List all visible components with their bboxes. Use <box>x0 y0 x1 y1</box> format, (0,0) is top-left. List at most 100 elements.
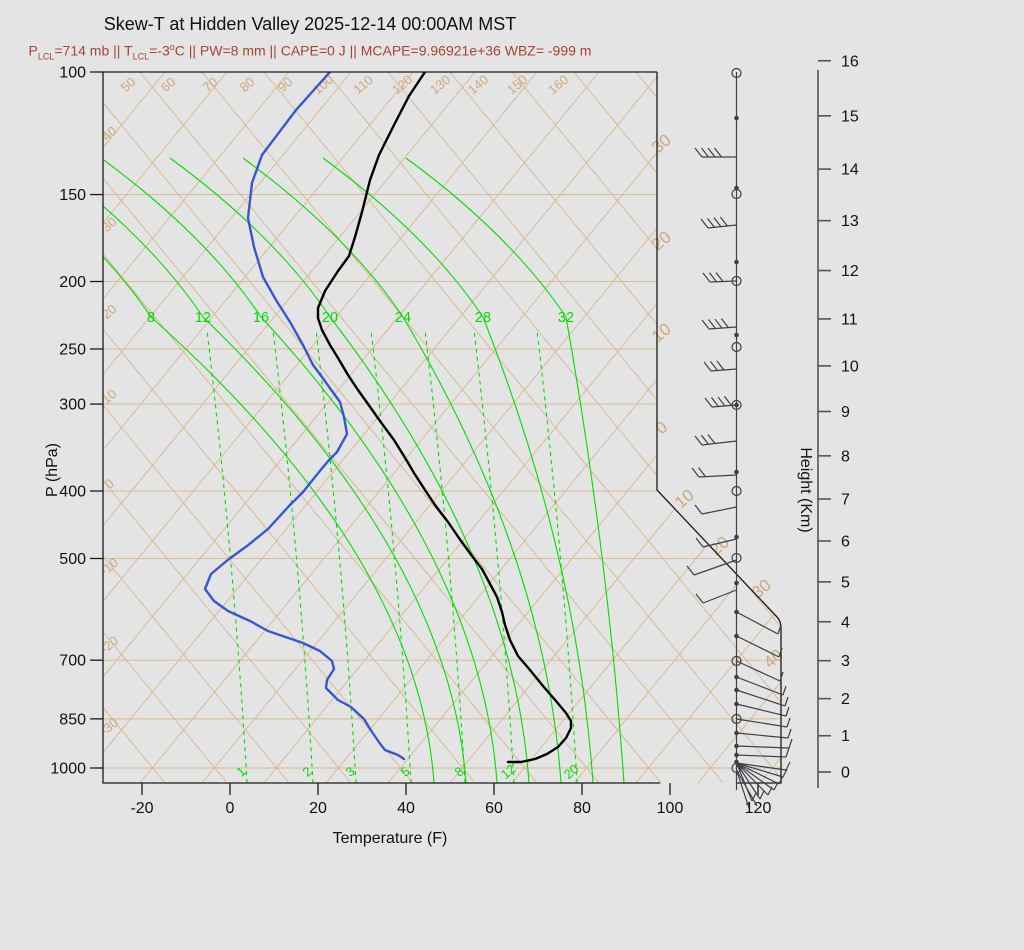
wind-barb-feather <box>701 147 709 158</box>
wind-level-dot <box>734 752 739 758</box>
isotherm-line <box>511 72 781 783</box>
page-title: Skew-T at Hidden Valley 2025-12-14 00:00… <box>103 14 517 34</box>
wind-barb-feather <box>695 593 704 604</box>
wind-barb-feather <box>701 319 710 330</box>
subtitle-fragment: C || PW=8 mm || CAPE=0 J || MCAPE=9.9692… <box>174 42 592 59</box>
isotherm-line <box>103 72 538 783</box>
height-tick-label: 7 <box>841 491 850 508</box>
moist-adiabat <box>242 157 562 783</box>
adiabat-label-right: 30 <box>648 130 675 157</box>
dry-adiabat-line <box>103 72 228 783</box>
isotherm-label-top: 160 <box>545 72 571 97</box>
isotherm-line <box>697 72 781 783</box>
wind-barb-column <box>686 67 793 809</box>
isotherm-label-top: 90 <box>275 74 296 95</box>
height-tick-label: 8 <box>841 448 850 465</box>
wind-barb-feather <box>700 218 709 229</box>
wind-barb-shaft <box>702 538 737 548</box>
wind-barb-tick <box>751 792 757 802</box>
pressure-tick-label: 400 <box>59 484 86 501</box>
isotherm-label-top: 140 <box>465 72 491 97</box>
wind-barb-shaft <box>736 762 784 778</box>
isotherm-label-diagonal: 30 <box>748 575 775 602</box>
wind-barb-shaft <box>736 732 789 739</box>
pressure-tick-label: 200 <box>59 274 86 291</box>
dry-adiabat-line <box>635 72 781 783</box>
wind-barb-feather <box>717 396 726 407</box>
wind-level-dot <box>734 701 739 707</box>
pressure-tick-label: 700 <box>59 653 86 670</box>
wind-barb-tick <box>782 768 788 778</box>
dry-adiabat-line <box>263 72 781 783</box>
dry-adiabat-line <box>103 72 414 783</box>
wind-barb-feather <box>695 537 704 548</box>
wind-barb-shaft <box>736 635 780 658</box>
mixing-ratio-label: 20 <box>561 761 582 782</box>
wind-barb-feather <box>700 434 709 445</box>
wind-barb-feather <box>694 147 703 158</box>
height-tick-label: 15 <box>841 108 859 125</box>
temperature-curve <box>316 72 573 764</box>
wind-barb-shaft <box>736 745 790 749</box>
sounding-curves <box>203 72 573 764</box>
wind-barb-shaft <box>736 762 775 791</box>
wind-level-circle <box>731 552 742 564</box>
dry-adiabat-line <box>103 72 662 783</box>
moist-adiabat <box>169 157 530 783</box>
temperature-axis: -20 0 20 40 60 80 100 120 Temperature (F) <box>130 783 771 847</box>
height-tick-label: 11 <box>841 311 858 328</box>
temperature-tick-label: 0 <box>226 800 235 817</box>
height-tick-label: 13 <box>841 213 859 230</box>
wind-barb-feather <box>707 434 716 444</box>
height-tick-label: 12 <box>841 263 859 280</box>
mixing-ratio-line <box>370 329 412 783</box>
wind-level-circle <box>731 485 742 497</box>
moist-adiabat <box>103 255 435 783</box>
height-tick-label: 16 <box>841 53 859 70</box>
wind-barb-tick <box>785 706 790 717</box>
sounding-parameters-subtitle: PLCL=714 mb || TLCL=-3oC || PW=8 mm || C… <box>0 42 620 61</box>
wind-level-dot <box>734 402 739 408</box>
wind-barb-feather <box>710 361 718 371</box>
wind-level-circle <box>731 275 742 287</box>
isotherm-line <box>103 72 104 783</box>
subtitle-fragment: LCL <box>132 51 150 62</box>
dry-adiabat-line <box>759 72 781 783</box>
temperature-tick-label: 120 <box>745 800 772 817</box>
pressure-axis-title: P (hPa) <box>44 443 61 497</box>
isotherm-line <box>103 72 352 783</box>
wind-barb-shaft <box>736 762 769 796</box>
pressure-tick-label: 850 <box>59 711 86 728</box>
isotherm-label-left: 20 <box>99 301 120 322</box>
temperature-tick-label: 100 <box>657 800 684 817</box>
wind-level-circle <box>731 188 742 200</box>
mixing-ratio-line <box>536 329 578 783</box>
isotherm-label-top: 70 <box>200 74 221 95</box>
wind-barb-tick <box>785 761 791 771</box>
pressure-axis: 100 150 200 250 300 400 500 700 850 1000 P (hPa) <box>44 65 103 778</box>
adiabat-label-right: 10 <box>648 319 675 346</box>
dry-adiabat-line <box>139 72 724 783</box>
moisture-lines <box>103 157 625 783</box>
isotherm-label-diagonal: 10 <box>671 485 698 512</box>
wind-barb-feather <box>720 318 729 328</box>
wind-level-circle <box>731 341 742 353</box>
wind-level-dot <box>734 633 739 639</box>
wind-barb-tick <box>787 728 792 739</box>
wind-level-dot <box>734 743 739 749</box>
dry-adiabat-line <box>201 72 781 783</box>
isotherm-line <box>635 72 781 783</box>
adiabat-label-right: 20 <box>648 227 675 254</box>
wind-barb-shaft <box>735 769 758 807</box>
moist-adiabat <box>322 157 594 783</box>
pressure-tick-label: 300 <box>59 397 86 414</box>
dry-adiabat-line <box>697 72 781 783</box>
height-tick-label: 9 <box>841 404 850 421</box>
mixing-ratio-line <box>424 329 466 783</box>
wind-barb-feather <box>706 217 715 228</box>
isotherm-label-left: 40 <box>99 123 120 144</box>
wind-barb-feather <box>709 272 717 283</box>
temperature-tick-label: 20 <box>309 800 327 817</box>
wind-barb-feather <box>708 319 716 329</box>
